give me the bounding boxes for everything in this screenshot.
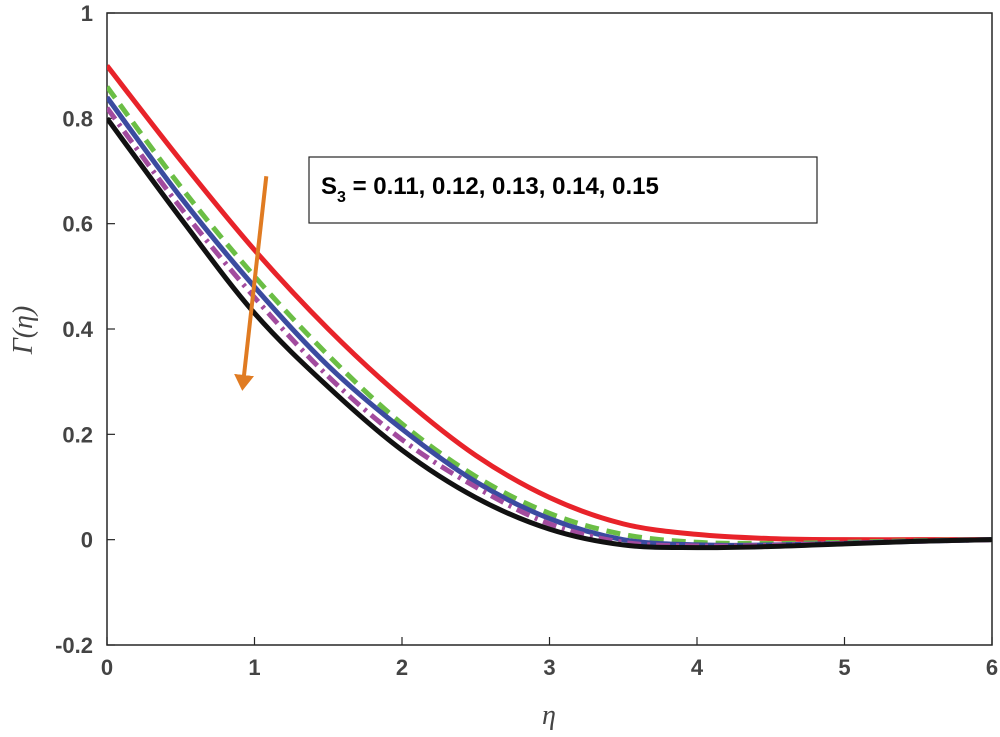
plot-area	[106, 12, 993, 646]
y-tick-label: -0.2	[55, 633, 93, 658]
x-tick-label: 1	[248, 655, 260, 680]
y-tick-label: 0.4	[62, 317, 93, 342]
legend-subscript: 3	[337, 189, 346, 206]
y-tick-label: 0.2	[62, 422, 93, 447]
y-tick-label: 0.6	[62, 212, 93, 237]
x-tick-label: 2	[396, 655, 408, 680]
y-tick-label: 0	[81, 528, 93, 553]
y-tick-label: 0.8	[62, 106, 93, 131]
series-group	[107, 64, 992, 551]
x-tick-label: 4	[691, 655, 704, 680]
ticks: 0 1 2 3 4 5 6 -0.2 0 0.2 0.4 0.6 0.8 1	[55, 1, 998, 680]
x-tick-label: 6	[986, 655, 998, 680]
series-line-1	[107, 64, 992, 543]
legend-values: = 0.11, 0.12, 0.13, 0.14, 0.15	[346, 173, 659, 200]
x-tick-label: 0	[101, 655, 113, 680]
trend-arrow	[234, 176, 269, 391]
legend-symbol: S	[321, 173, 337, 200]
x-axis-label: η	[542, 700, 556, 731]
legend-annotation: S3 = 0.11, 0.12, 0.13, 0.14, 0.15	[321, 173, 659, 206]
y-axis-label: Γ(η)	[8, 306, 39, 355]
y-tick-label: 1	[81, 1, 93, 26]
legend-box	[308, 156, 818, 224]
x-tick-label: 5	[838, 655, 850, 680]
x-tick-label: 3	[543, 655, 555, 680]
series-line-5	[107, 116, 992, 551]
